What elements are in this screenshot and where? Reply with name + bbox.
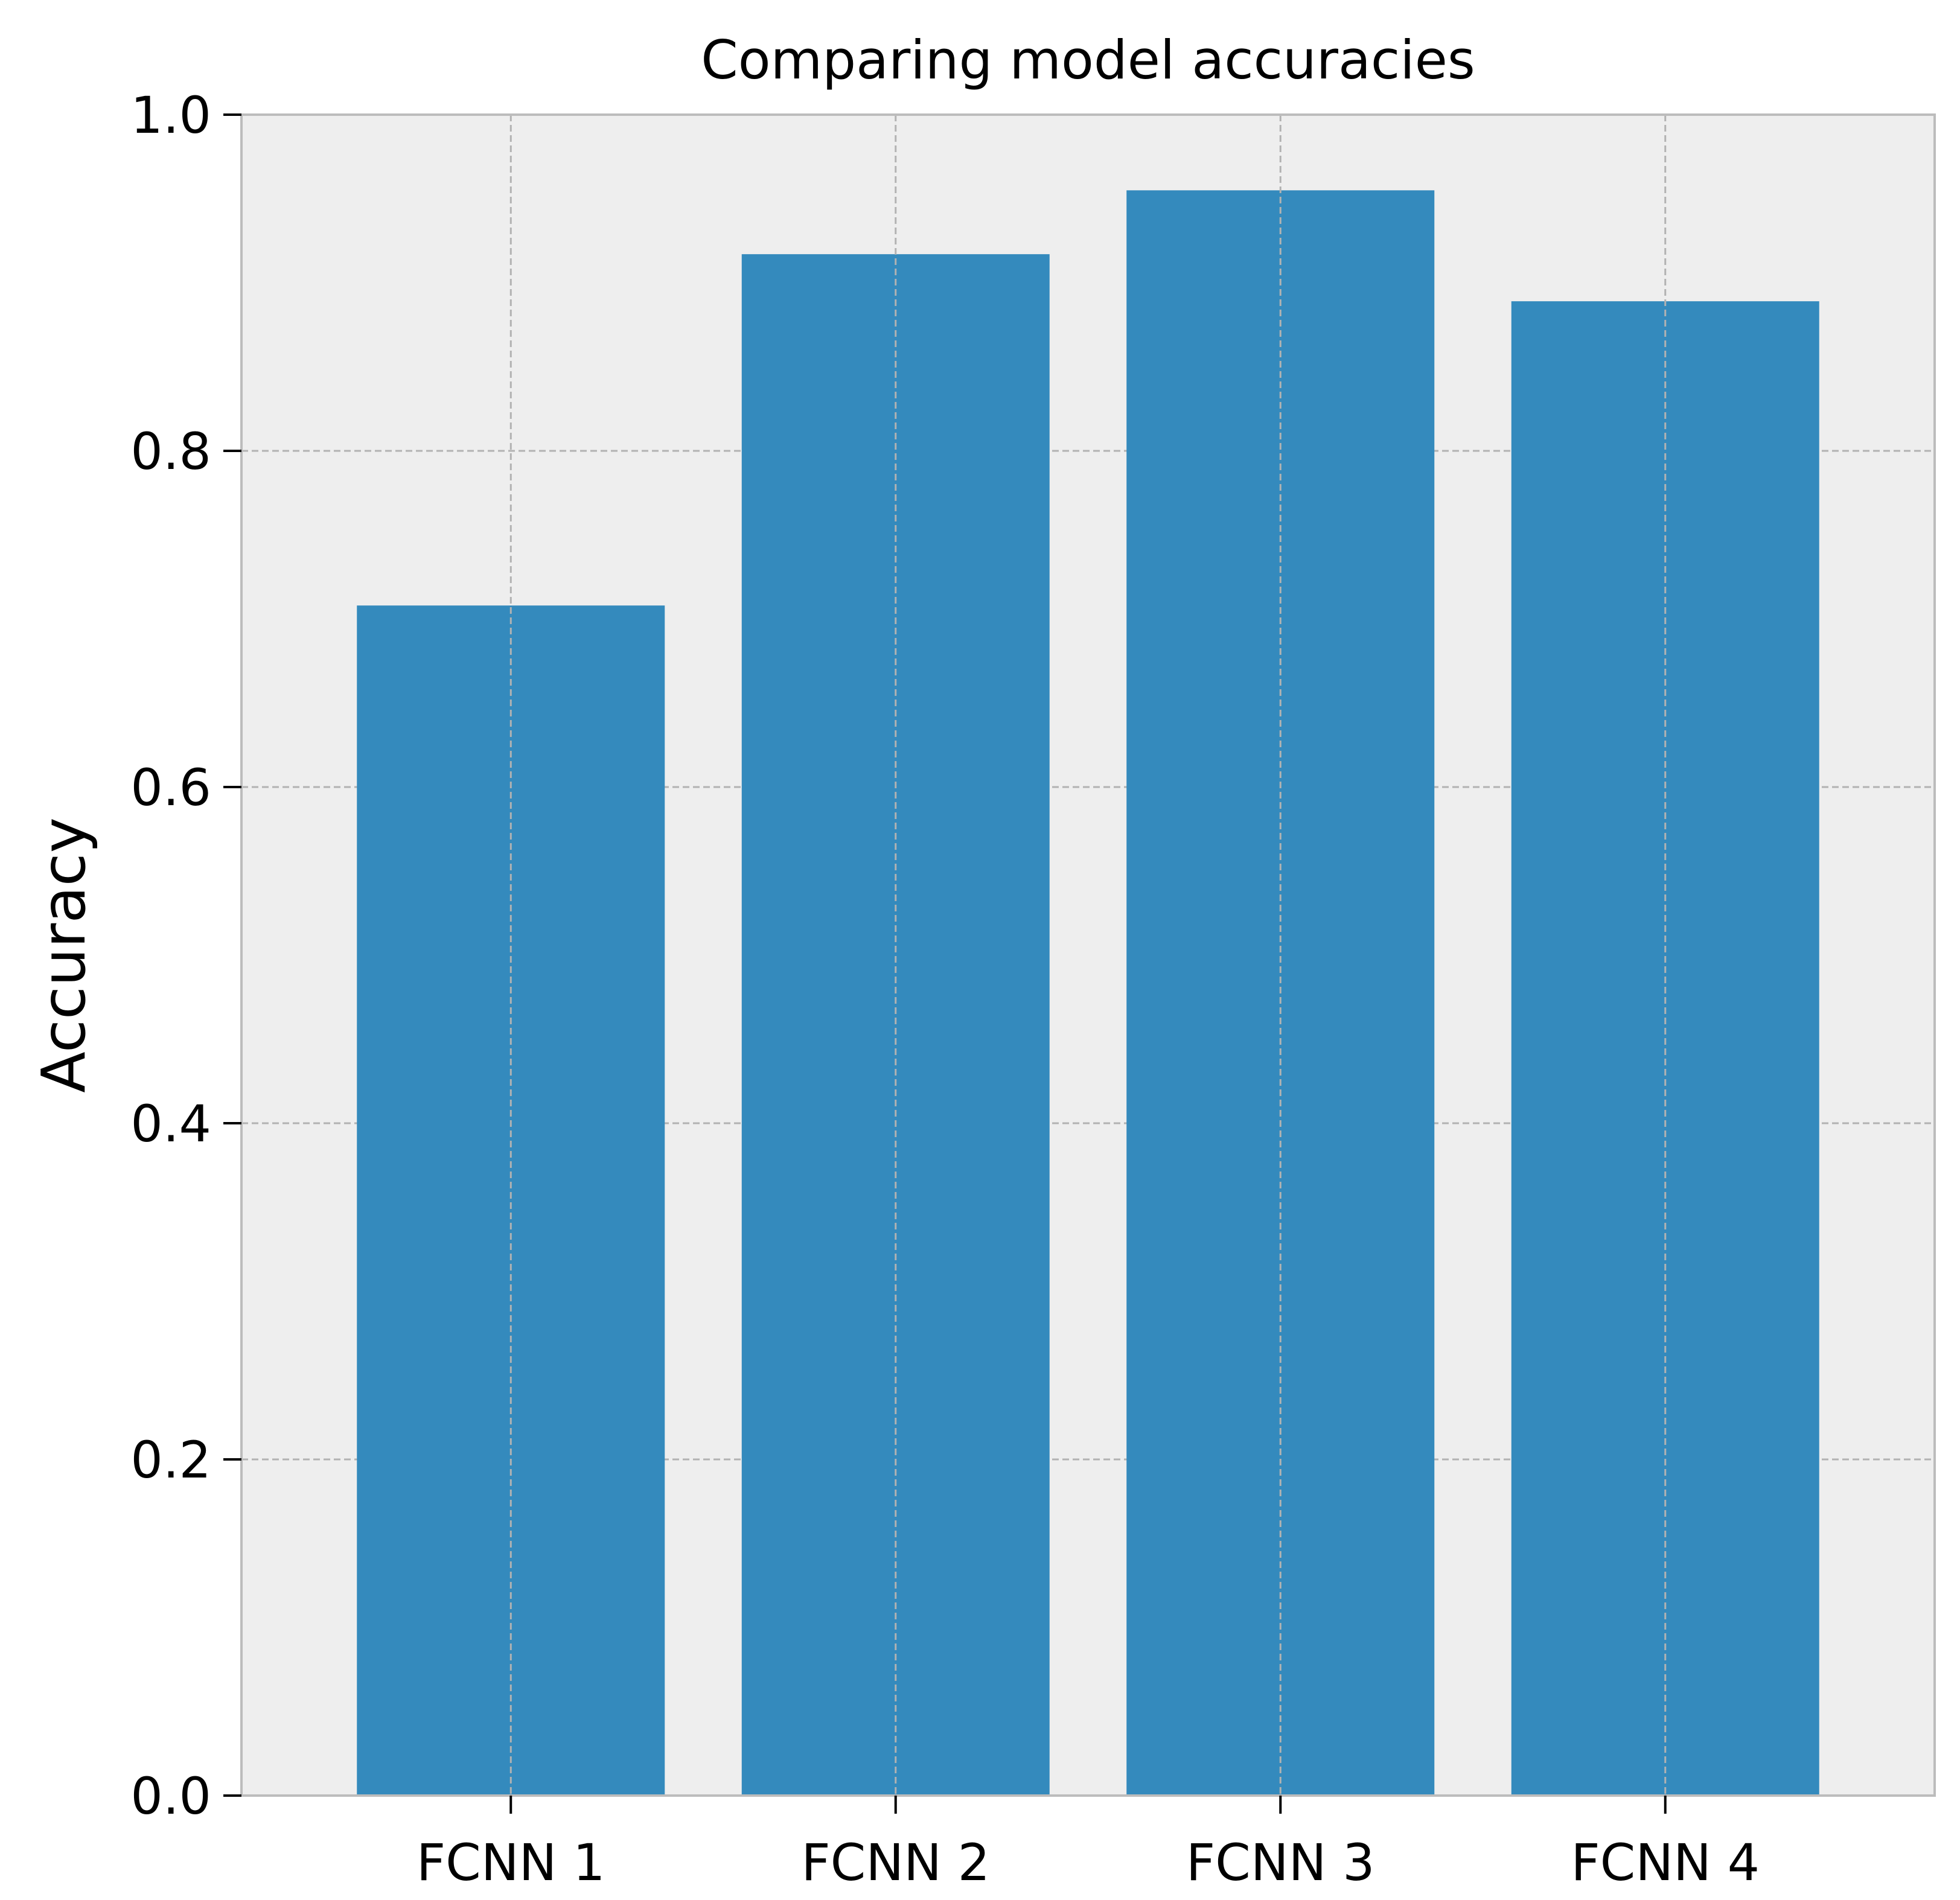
x-tick-label: FCNN 2 [801,1833,990,1892]
x-tick-label: FCNN 3 [1186,1833,1375,1892]
y-tick-label: 0.2 [130,1430,211,1490]
y-tick-label: 0.6 [130,758,211,817]
y-tick-label: 0.8 [130,422,211,481]
chart-title: Comparing model accuracies [701,29,1475,91]
y-axis-label: Accuracy [28,817,99,1093]
y-tick-label: 0.4 [130,1094,211,1153]
y-tick-label: 1.0 [130,86,211,145]
y-tick-label: 0.0 [130,1767,211,1826]
axis-ticks: 0.0 0.2 0.4 0.6 0.8 1.0 FCNN 1 FCNN 2 FCNN 3 FCNN… [130,86,1760,1892]
x-tick-label: FCNN 4 [1571,1833,1760,1892]
vertical-grid-lines [509,115,1667,1796]
plot-frame [240,113,1936,1797]
x-tick-label: FCNN 1 [417,1833,605,1892]
